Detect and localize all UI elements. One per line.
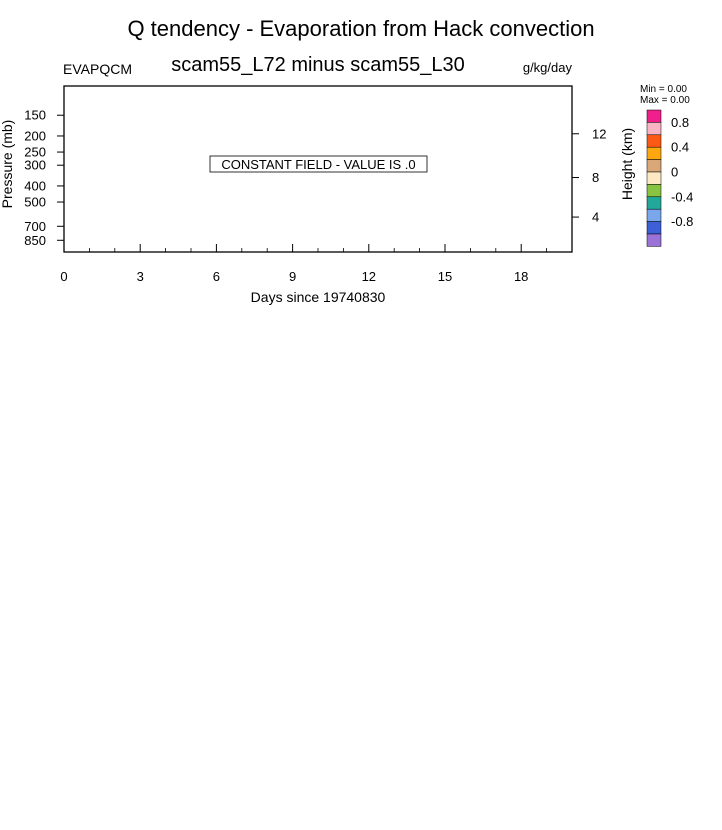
units-label: g/kg/day (523, 60, 573, 75)
colorbar-swatch (646, 109, 662, 123)
colorbar-label: 0.8 (671, 115, 689, 130)
max-label: Max = 0.00 (640, 95, 690, 106)
colorbar: 0.8 0.4 0 -0.4 -0.8 (646, 109, 693, 247)
y-axis-label: Pressure (mb) (0, 120, 15, 209)
chart-subtitle: scam55_L72 minus scam55_L30 (171, 54, 465, 76)
colorbar-swatch (646, 134, 662, 148)
x-tick-label: 9 (289, 269, 296, 284)
y2-tick-label: 12 (592, 126, 606, 141)
colorbar-swatch (646, 208, 662, 222)
y2-tick-label: 8 (592, 170, 599, 185)
constant-field-annotation: CONSTANT FIELD - VALUE IS .0 (221, 157, 415, 172)
colorbar-label: 0 (671, 165, 678, 180)
y-tick-label: 250 (24, 145, 46, 160)
y-tick-label: 400 (24, 178, 46, 193)
colorbar-label: -0.4 (671, 189, 693, 204)
y-tick-label: 500 (24, 195, 46, 210)
y-tick-label: 850 (24, 233, 46, 248)
colorbar-swatch (646, 196, 662, 210)
colorbar-swatch (646, 221, 662, 235)
colorbar-swatch (646, 159, 662, 173)
y-tick-label: 300 (24, 158, 46, 173)
x-axis-label: Days since 19740830 (251, 289, 386, 305)
colorbar-swatch (646, 146, 662, 160)
y-tick-label: 150 (24, 108, 46, 123)
y2-tick-label: 4 (592, 210, 599, 225)
annotation-box (209, 155, 428, 173)
colorbar-label: 0.4 (671, 140, 689, 155)
x-tick-label: 3 (137, 269, 144, 284)
colorbar-swatch (646, 233, 662, 247)
chart-title: Q tendency - Evaporation from Hack conve… (127, 16, 594, 41)
y-tick-label: 200 (24, 128, 46, 143)
colorbar-swatch (646, 184, 662, 198)
x-tick-label: 15 (438, 269, 452, 284)
colorbar-swatch (646, 171, 662, 185)
colorbar-label: -0.8 (671, 214, 693, 229)
x-tick-label: 18 (514, 269, 528, 284)
y2-axis-label: Height (km) (619, 128, 635, 200)
colorbar-swatch (646, 122, 662, 136)
min-label: Min = 0.00 (640, 84, 687, 95)
x-tick-label: 12 (362, 269, 376, 284)
y-tick-label: 700 (24, 219, 46, 234)
x-tick-label: 6 (213, 269, 220, 284)
x-tick-label: 0 (60, 269, 67, 284)
variable-name: EVAPQCM (63, 61, 132, 77)
